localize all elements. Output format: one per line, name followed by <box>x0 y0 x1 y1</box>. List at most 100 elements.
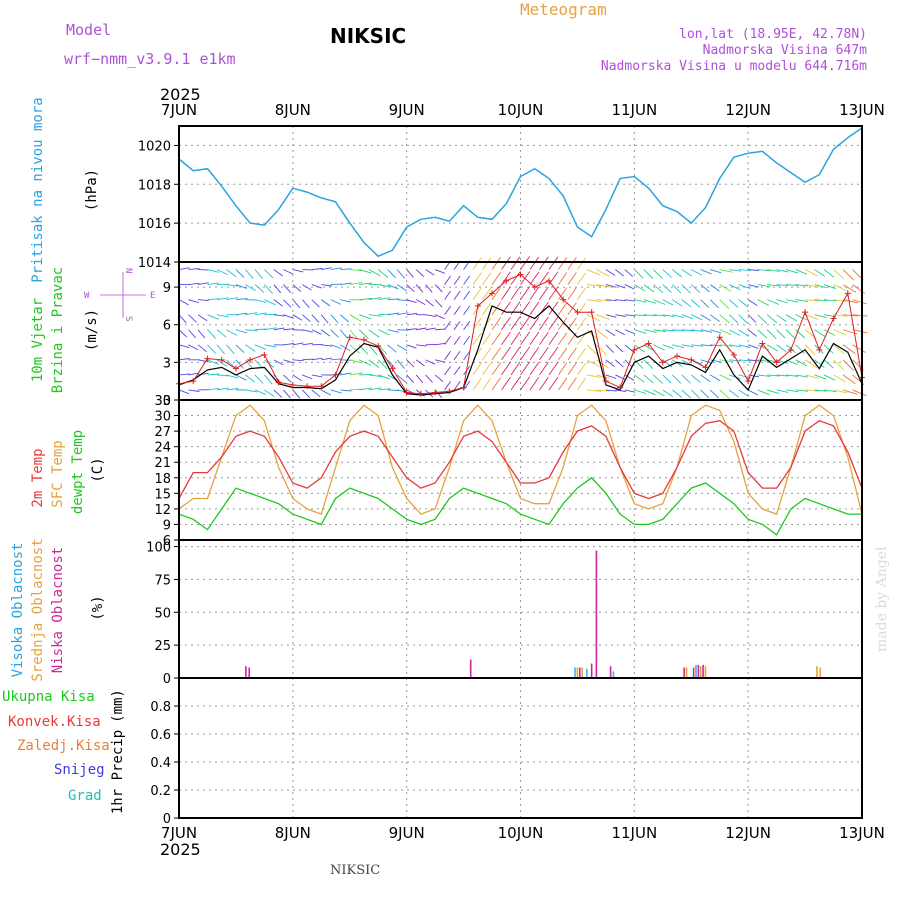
wind-barb <box>615 344 624 353</box>
wind-barb <box>425 374 433 383</box>
wind-barb <box>652 374 663 384</box>
wind-barb <box>662 344 675 350</box>
wind-barb <box>738 374 751 379</box>
wind-barb <box>842 329 858 335</box>
wind-barb <box>786 299 799 303</box>
wind-barb <box>368 314 382 317</box>
wind-barb <box>301 389 311 399</box>
wind-barb <box>368 344 378 355</box>
wind-barb <box>690 299 701 308</box>
wind-barb <box>397 299 409 302</box>
wind-barb <box>833 299 848 303</box>
wind-barb <box>406 389 417 395</box>
gust-marker <box>474 302 481 309</box>
wind-barb <box>548 361 559 376</box>
wind-barb <box>700 284 710 293</box>
wind-barb <box>491 377 502 391</box>
pressure-line <box>178 127 863 258</box>
wind-barb <box>444 366 451 376</box>
wind-barb <box>301 299 310 308</box>
wind-barb <box>349 281 363 286</box>
wind-barb <box>491 256 502 270</box>
cloud-low-ylabel: Niska Oblacnost <box>50 547 66 673</box>
wind-barb <box>567 377 577 391</box>
ytick-label: 1018 <box>138 178 171 193</box>
wind-barb <box>814 299 827 302</box>
wind-barb <box>577 363 586 376</box>
wind-barb <box>321 284 332 287</box>
wind-barb <box>728 299 739 309</box>
wind-barb <box>434 269 445 274</box>
wind-barb <box>804 344 816 356</box>
wind-barb <box>842 344 856 354</box>
wind-barb <box>415 284 424 293</box>
ytick-label: 30 <box>154 410 171 425</box>
wind-barb <box>634 284 646 292</box>
wind-barb <box>520 361 531 376</box>
gust-marker <box>403 389 410 396</box>
wind-barb <box>482 377 492 391</box>
wind-barb <box>302 329 313 333</box>
wind-barb <box>795 284 808 287</box>
wind-barb <box>235 269 245 278</box>
wind-barb <box>738 329 750 337</box>
wind-barb <box>216 387 229 391</box>
wind-barb <box>681 329 694 332</box>
ytick-label: 0.2 <box>150 784 171 799</box>
wind-barb <box>710 329 722 334</box>
gust-marker <box>417 390 424 397</box>
wind-barb <box>482 332 492 346</box>
wind-barb <box>463 320 471 331</box>
wind-barb <box>529 316 540 331</box>
cloud-bars <box>179 550 862 679</box>
wind-barb <box>634 329 647 334</box>
wind-barb <box>235 298 248 301</box>
meteogram-label: Meteogram <box>520 0 607 19</box>
wind-barb <box>757 269 771 272</box>
wind-barb <box>491 317 502 331</box>
wind-barb <box>415 299 426 305</box>
gust-marker <box>787 346 794 353</box>
wind-barb <box>283 299 292 308</box>
wind-barb <box>567 347 577 361</box>
wind-barb <box>728 329 741 336</box>
bottom-day-label: 11JUN <box>611 824 657 842</box>
wind-barb <box>700 389 710 399</box>
wind-barb <box>596 344 607 356</box>
temperature-frame <box>178 399 863 541</box>
wind-barb <box>425 269 435 276</box>
wind-barb <box>653 389 665 397</box>
wind-barb <box>406 374 414 383</box>
wind-barb <box>311 389 321 398</box>
wind-barb <box>700 374 711 383</box>
wind-barb <box>321 389 331 396</box>
wind-barb <box>482 287 492 300</box>
wind-barb <box>501 376 511 391</box>
wind-barb <box>453 366 461 376</box>
wind-barb <box>567 257 577 270</box>
wind-barb <box>804 374 819 379</box>
ytick-label: 75 <box>154 573 171 588</box>
wind-barb <box>359 269 372 274</box>
wind-barb <box>235 359 244 369</box>
wind-barb <box>444 275 451 285</box>
wind-barb <box>368 359 380 368</box>
wind-barb <box>340 268 352 270</box>
wind-barb <box>539 331 549 346</box>
wind-barb <box>605 374 617 379</box>
wind-barb <box>767 389 780 395</box>
wind-barb <box>709 389 719 399</box>
model-altitude-text: Nadmorska Visina u modelu 644.716m <box>601 59 867 74</box>
wind-barb <box>434 284 443 293</box>
wind-barb <box>662 374 672 384</box>
ytick-label: 0.8 <box>150 700 171 715</box>
wind-barb <box>577 272 586 285</box>
wind-barb <box>700 269 712 275</box>
wind-barb <box>842 284 857 293</box>
wind-barb <box>643 269 654 279</box>
wind-barb <box>719 314 730 324</box>
gust-marker <box>360 336 367 343</box>
dewpoint-line <box>178 476 862 536</box>
wind-barb <box>643 329 657 333</box>
wind-barb <box>814 314 827 319</box>
